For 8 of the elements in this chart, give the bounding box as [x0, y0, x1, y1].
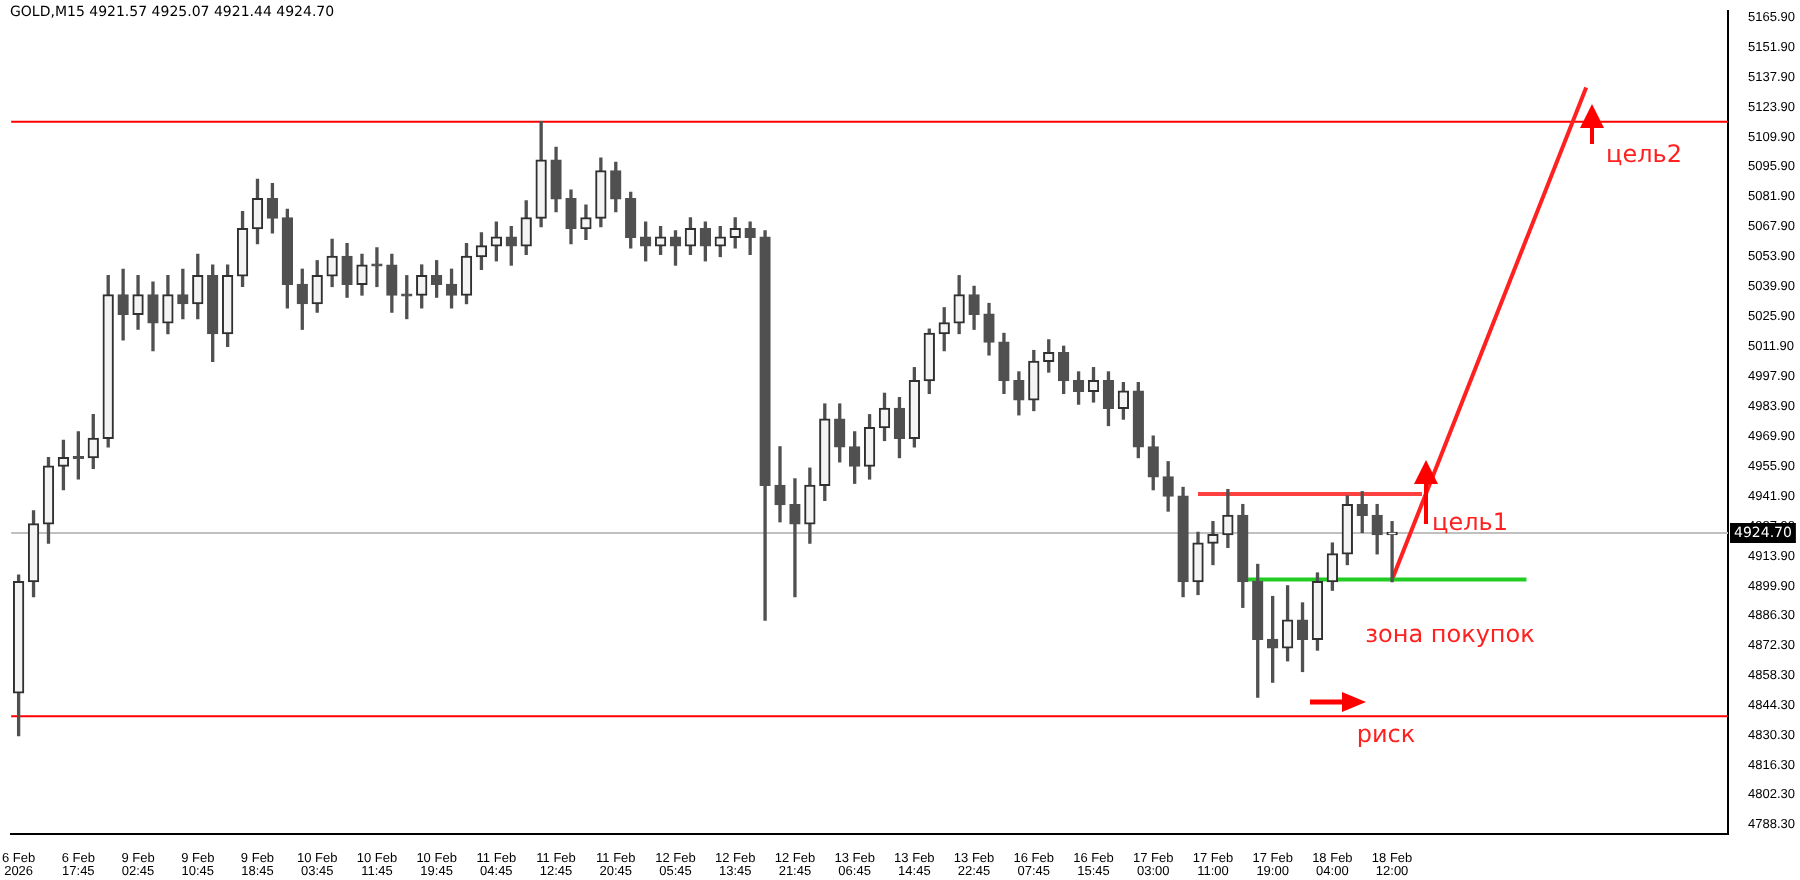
candlestick — [789, 478, 801, 598]
annotation: цель2 — [1606, 140, 1682, 169]
annotation: риск — [1356, 720, 1416, 749]
annotation: цель1 — [1432, 508, 1508, 537]
candlestick — [1207, 521, 1219, 566]
candlestick — [177, 268, 189, 320]
candlestick — [371, 247, 383, 288]
annotation: зона покупок — [1365, 620, 1535, 649]
